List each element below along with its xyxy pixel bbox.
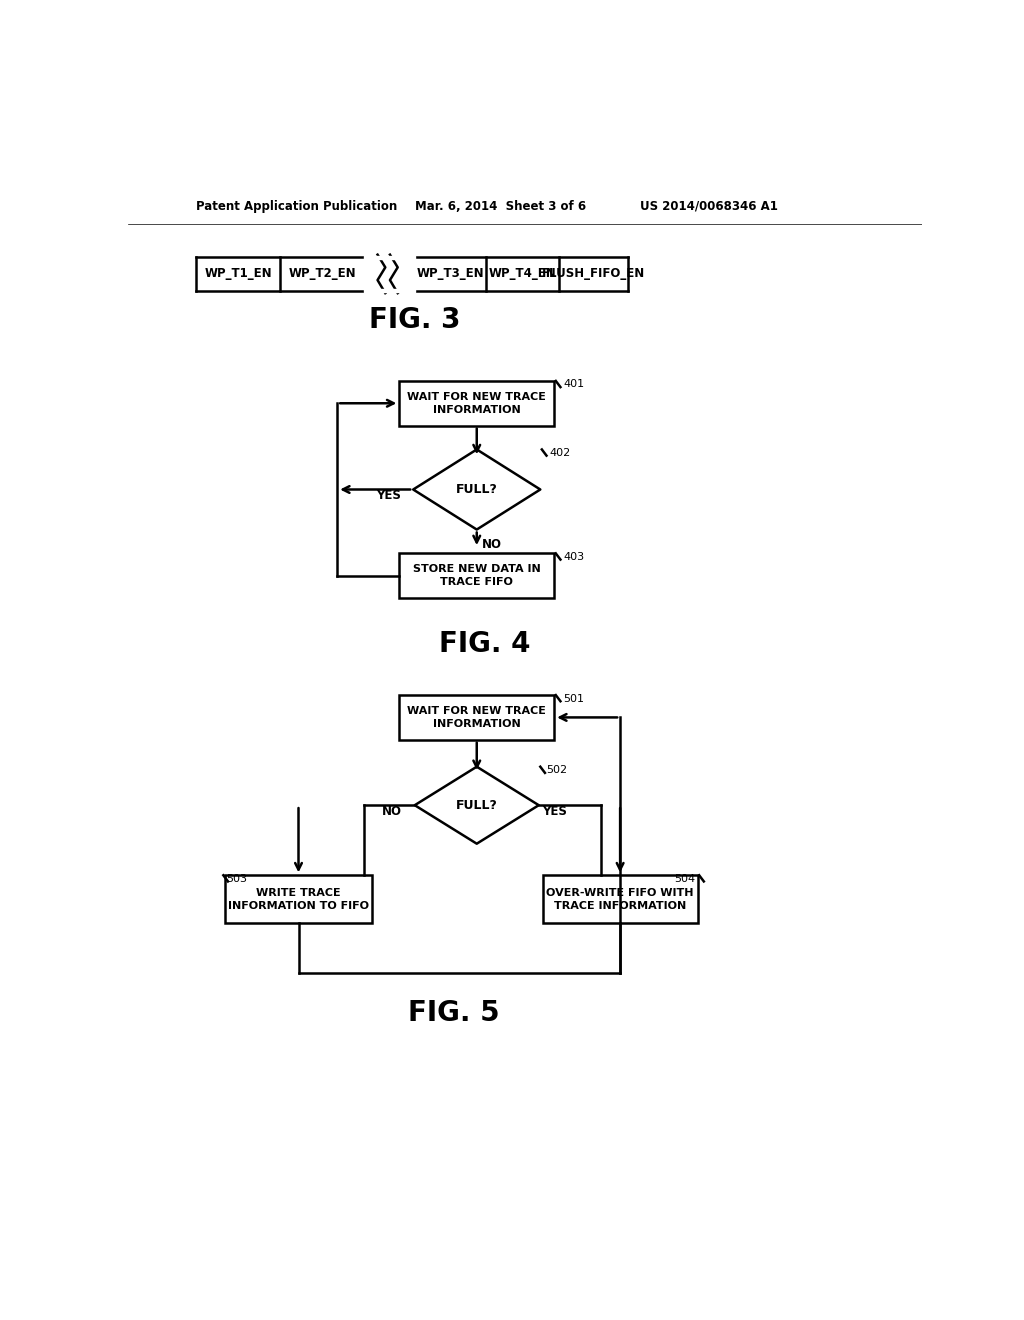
Text: WP_T3_EN: WP_T3_EN [417, 268, 484, 280]
Text: FLUSH_FIFO_EN: FLUSH_FIFO_EN [542, 268, 645, 280]
Text: US 2014/0068346 A1: US 2014/0068346 A1 [640, 199, 777, 213]
Text: 401: 401 [563, 379, 585, 389]
Text: YES: YES [543, 805, 567, 818]
Bar [225, 875, 372, 923]
Text: 503: 503 [226, 874, 248, 883]
Text: FIG. 5: FIG. 5 [408, 999, 500, 1027]
Text: 504: 504 [675, 874, 695, 883]
Text: NO: NO [481, 539, 502, 552]
Text: 502: 502 [547, 766, 567, 775]
Text: 501: 501 [563, 693, 585, 704]
Text: STORE NEW DATA IN
TRACE FIFO: STORE NEW DATA IN TRACE FIFO [413, 564, 541, 587]
Text: WP_T1_EN: WP_T1_EN [204, 268, 271, 280]
Bar [543, 875, 697, 923]
Text: NO: NO [382, 805, 402, 818]
Bar [399, 696, 554, 739]
Text: Mar. 6, 2014  Sheet 3 of 6: Mar. 6, 2014 Sheet 3 of 6 [415, 199, 586, 213]
Text: WP_T4_EN: WP_T4_EN [488, 268, 556, 280]
Text: 403: 403 [563, 552, 585, 562]
Text: FIG. 4: FIG. 4 [438, 630, 530, 657]
Text: WAIT FOR NEW TRACE
INFORMATION: WAIT FOR NEW TRACE INFORMATION [408, 706, 546, 729]
Text: OVER-WRITE FIFO WITH
TRACE INFORMATION: OVER-WRITE FIFO WITH TRACE INFORMATION [547, 887, 694, 911]
Bar [399, 381, 554, 425]
Text: YES: YES [376, 490, 400, 502]
Text: 402: 402 [550, 447, 570, 458]
Bar [399, 553, 554, 598]
Text: FIG. 3: FIG. 3 [369, 306, 461, 334]
Text: FULL?: FULL? [456, 799, 498, 812]
Text: Patent Application Publication: Patent Application Publication [197, 199, 397, 213]
Text: WAIT FOR NEW TRACE
INFORMATION: WAIT FOR NEW TRACE INFORMATION [408, 392, 546, 414]
Text: WRITE TRACE
INFORMATION TO FIFO: WRITE TRACE INFORMATION TO FIFO [228, 887, 369, 911]
Text: FULL?: FULL? [456, 483, 498, 496]
Text: WP_T2_EN: WP_T2_EN [289, 268, 356, 280]
